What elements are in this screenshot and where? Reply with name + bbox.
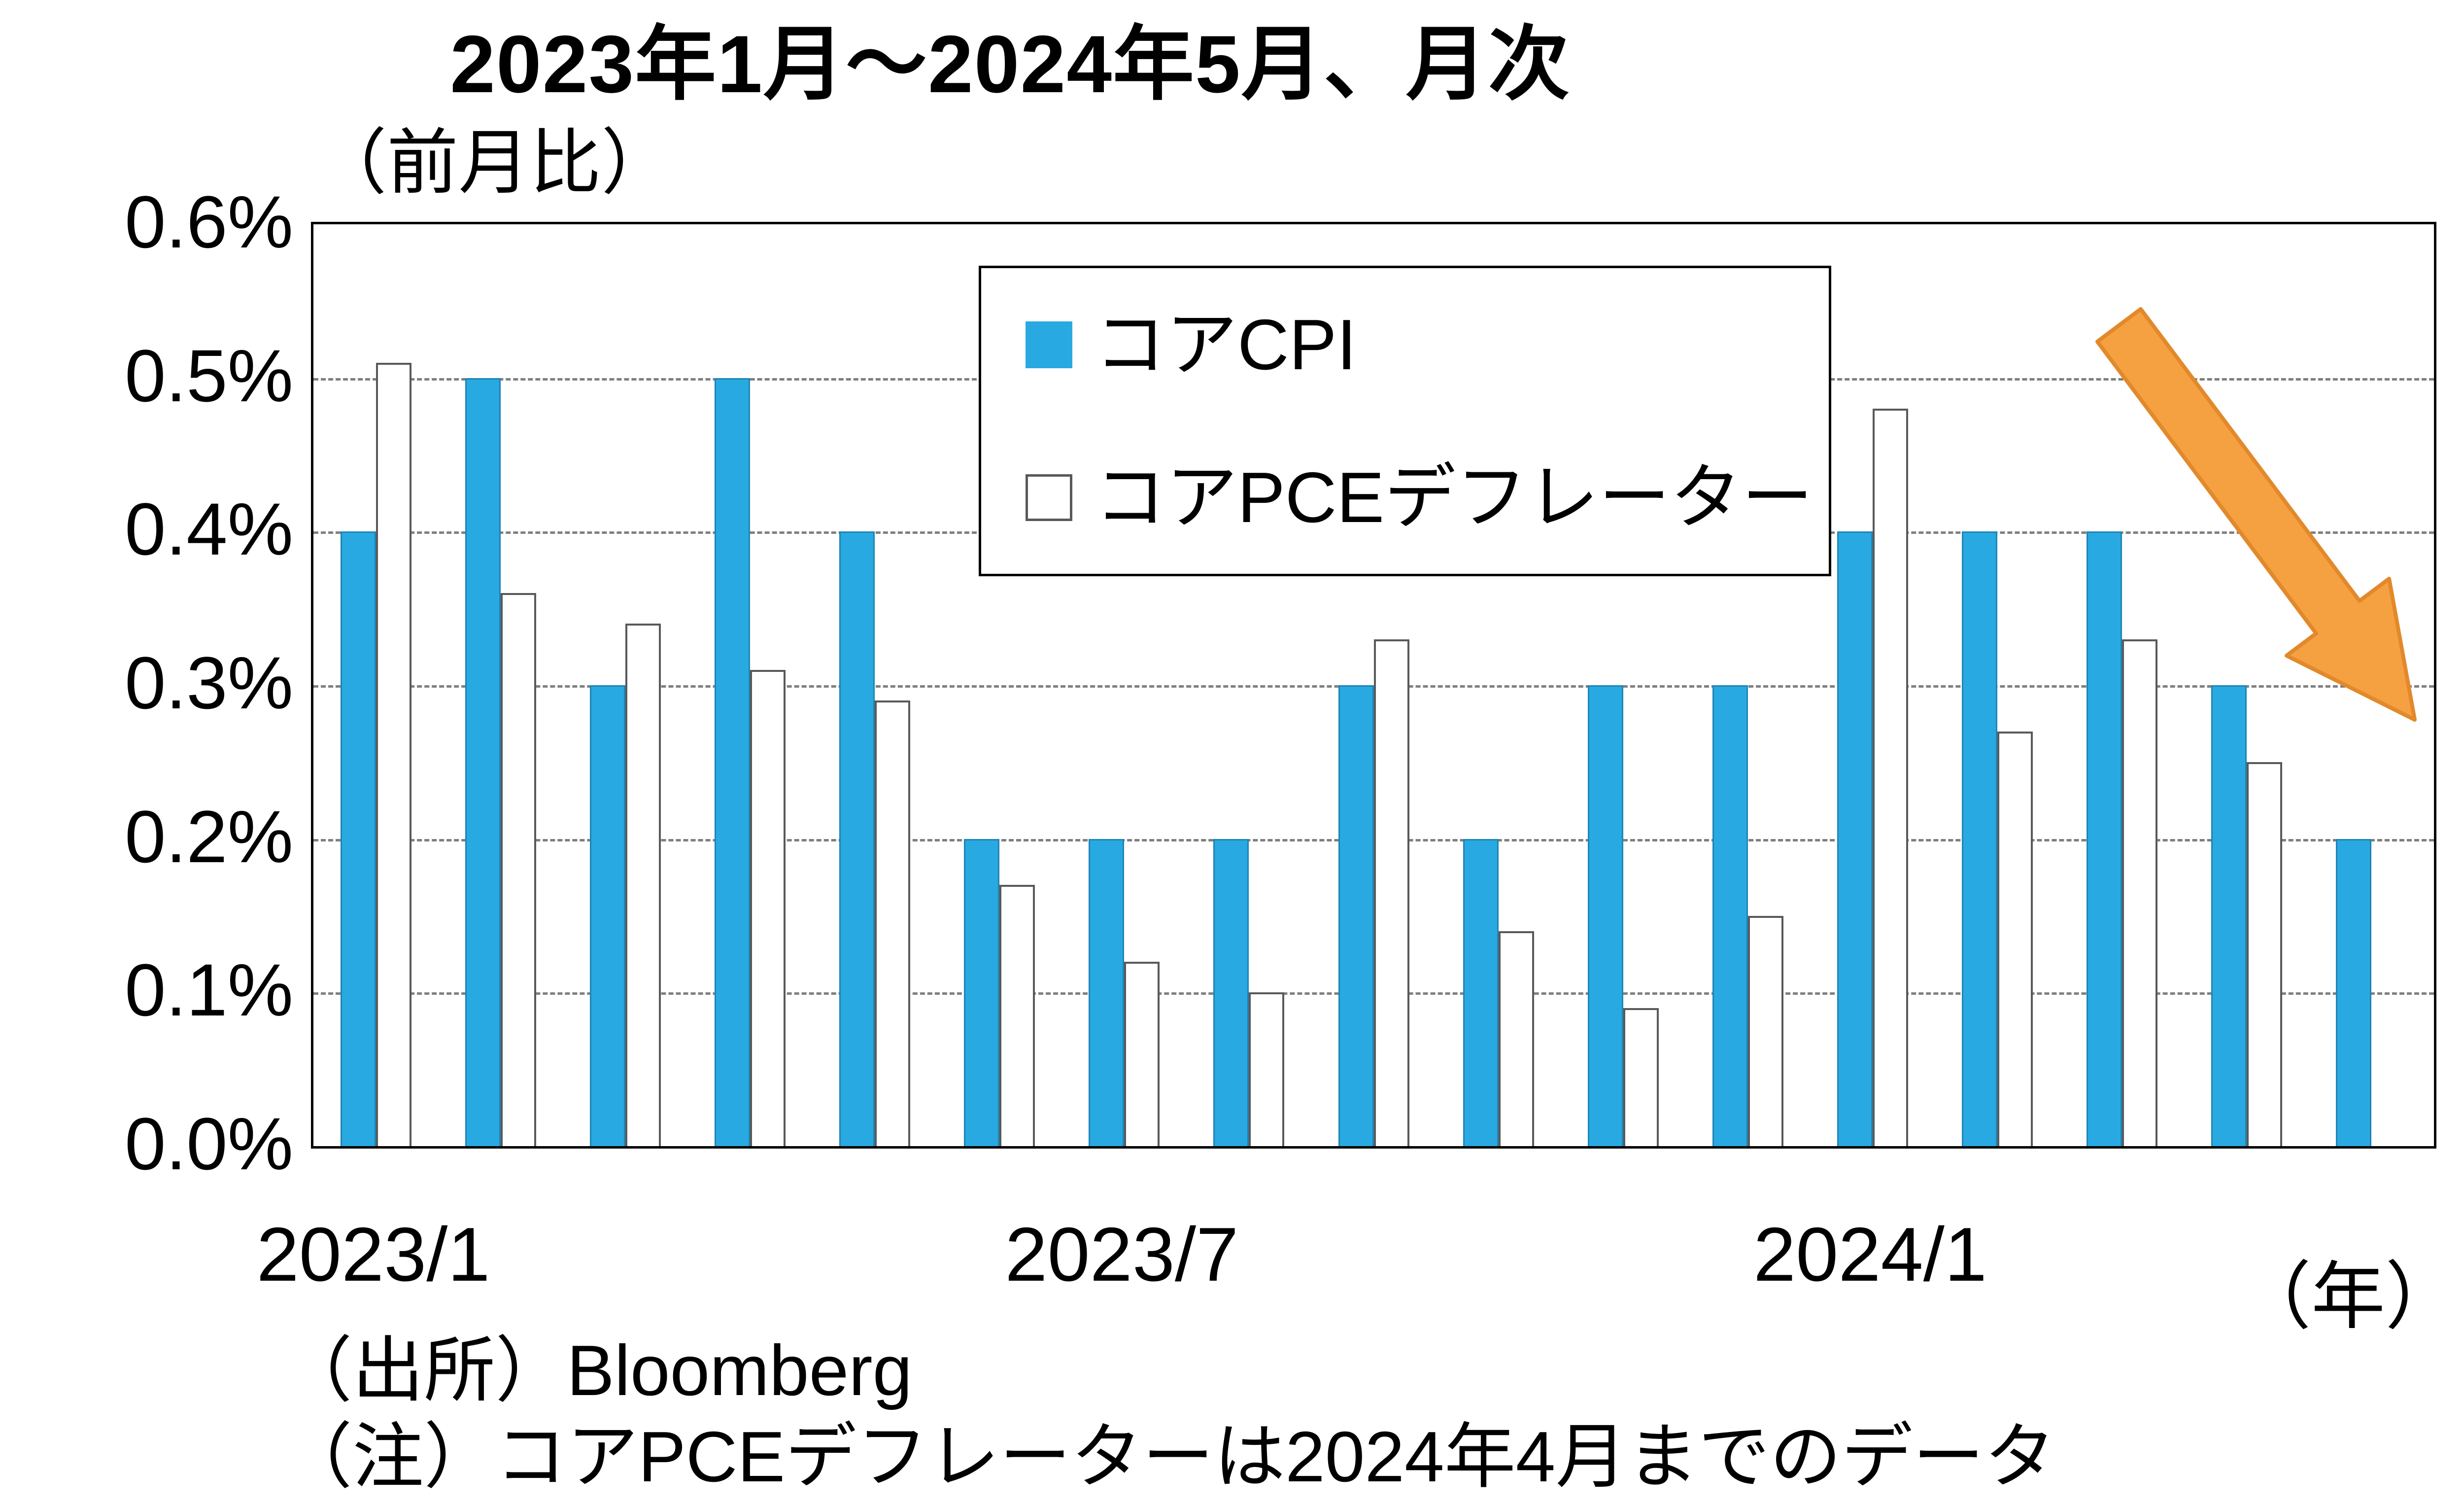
bar-pce-2024/3 — [2122, 639, 2158, 1146]
bar-pce-2023/12 — [1747, 915, 1783, 1146]
legend-pce-swatch — [1026, 474, 1072, 521]
bar-pce-2023/11 — [1623, 1008, 1659, 1146]
bar-cpi-2024/1 — [1837, 531, 1873, 1146]
y-axis-unit-label: （前月比） — [315, 123, 673, 203]
bar-cpi-2023/2 — [465, 378, 501, 1146]
bar-cpi-2023/12 — [1712, 685, 1748, 1146]
y-tick-label-0.2%: 0.2% — [125, 795, 293, 878]
bar-cpi-2024/3 — [2087, 531, 2122, 1146]
legend: コアCPI コアPCEデフレーター — [979, 266, 1831, 576]
data-note: （注）コアPCEデフレーターは2024年4月までのデータ — [281, 1417, 2056, 1497]
chart-title: 2023年1月～2024年5月、月次 — [450, 19, 1571, 109]
bar-pce-2023/1 — [376, 362, 411, 1146]
x-tick-label-2023/1: 2023/1 — [256, 1212, 490, 1297]
bar-pce-2024/1 — [1872, 409, 1908, 1146]
bar-cpi-2023/10 — [1463, 839, 1499, 1146]
y-tick-label-0.3%: 0.3% — [125, 641, 293, 724]
y-tick-label-0.0%: 0.0% — [125, 1102, 293, 1185]
bar-pce-2023/2 — [500, 593, 536, 1146]
y-tick-label-0.4%: 0.4% — [125, 488, 293, 571]
bar-cpi-2023/6 — [964, 839, 1000, 1146]
legend-cpi-swatch — [1026, 321, 1072, 368]
bar-cpi-2024/5 — [2336, 839, 2372, 1146]
legend-pce-label: コアPCEデフレーター — [1095, 457, 1814, 537]
bar-cpi-2023/7 — [1089, 839, 1125, 1146]
bar-cpi-2024/2 — [1962, 531, 1998, 1146]
plot-area: コアCPI コアPCEデフレーター — [311, 222, 2436, 1149]
bar-pce-2023/9 — [1373, 639, 1409, 1146]
bar-cpi-2023/1 — [340, 531, 376, 1146]
bar-pce-2023/8 — [1249, 992, 1285, 1146]
bar-pce-2024/2 — [1997, 731, 2033, 1146]
y-tick-label-0.5%: 0.5% — [125, 334, 293, 417]
bar-pce-2023/7 — [1124, 962, 1160, 1146]
legend-row-cpi: コアCPI — [1026, 305, 1829, 384]
bar-cpi-2023/3 — [589, 685, 625, 1146]
x-tick-label-2023/7: 2023/7 — [1005, 1212, 1239, 1297]
bar-pce-2023/5 — [875, 700, 911, 1146]
legend-cpi-label: コアCPI — [1095, 305, 1357, 385]
y-tick-label-0.1%: 0.1% — [125, 948, 293, 1032]
bar-cpi-2023/9 — [1338, 685, 1374, 1146]
bar-pce-2023/4 — [750, 669, 786, 1146]
x-tick-label-2024/1: 2024/1 — [1753, 1212, 1987, 1297]
bar-cpi-2023/5 — [839, 531, 875, 1146]
bar-cpi-2023/8 — [1213, 839, 1249, 1146]
bar-pce-2023/6 — [999, 885, 1035, 1146]
bar-pce-2023/10 — [1498, 931, 1534, 1146]
bar-cpi-2023/11 — [1587, 685, 1623, 1146]
bar-pce-2024/4 — [2247, 762, 2283, 1146]
source-note: （出所）Bloomberg — [281, 1330, 913, 1410]
bar-cpi-2023/4 — [714, 378, 750, 1146]
bar-cpi-2024/4 — [2211, 685, 2247, 1146]
bar-pce-2023/3 — [625, 624, 661, 1146]
legend-row-pce: コアPCEデフレーター — [1026, 458, 1829, 537]
x-axis-unit-label: （年） — [2237, 1255, 2460, 1338]
y-tick-label-0.6%: 0.6% — [125, 180, 293, 263]
